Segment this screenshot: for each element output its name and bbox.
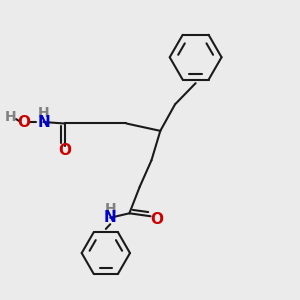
Text: N: N (38, 115, 50, 130)
Text: H: H (104, 202, 116, 216)
Text: O: O (58, 143, 71, 158)
Text: H: H (5, 110, 17, 124)
Text: O: O (150, 212, 163, 227)
Text: H: H (38, 106, 50, 120)
Text: N: N (104, 210, 117, 225)
Text: O: O (17, 115, 30, 130)
